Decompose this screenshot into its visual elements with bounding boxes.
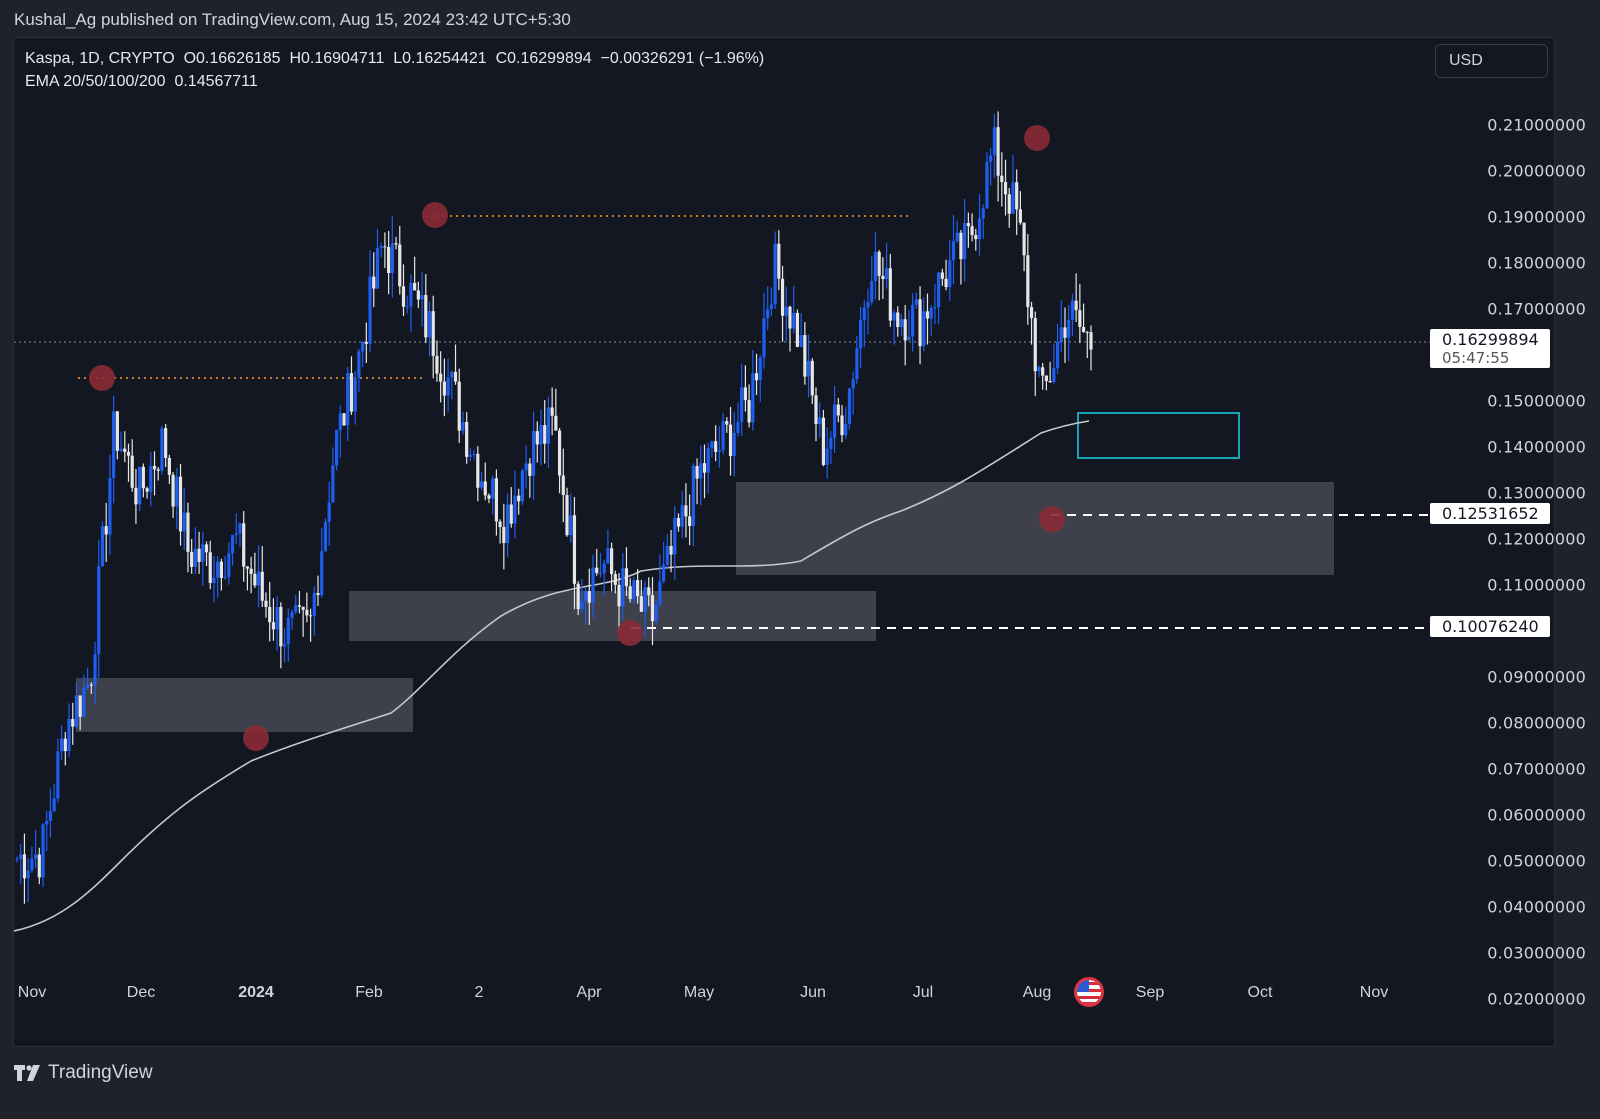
price-tick: 0.19000000 [1487, 207, 1586, 227]
price-tick: 0.09000000 [1487, 667, 1586, 687]
price-tick: 0.04000000 [1487, 897, 1586, 917]
price-tick: 0.15000000 [1487, 391, 1586, 411]
last-price-value: 0.16299894 [1442, 330, 1539, 349]
price-tick: 0.14000000 [1487, 437, 1586, 457]
time-tick: Sep [1135, 984, 1165, 1001]
symbol-ohlc-legend[interactable]: Kaspa, 1D, CRYPTO O0.16626185 H0.1690471… [25, 50, 765, 67]
publisher-line: Kushal_Ag published on TradingView.com, … [14, 10, 571, 29]
price-tick: 0.17000000 [1487, 299, 1586, 319]
time-tick: Jun [800, 984, 826, 1001]
brand-name: TradingView [48, 1062, 153, 1083]
time-tick: Feb [355, 984, 383, 1001]
demand-zone-1[interactable] [76, 678, 413, 732]
last-price-tag[interactable]: 0.16299894 05:47:55 [1430, 329, 1550, 368]
chart-pane[interactable]: Kaspa, 1D, CRYPTO O0.16626185 H0.1690471… [13, 37, 1555, 1047]
price-tick: 0.08000000 [1487, 713, 1586, 733]
price-tick: 0.07000000 [1487, 759, 1586, 779]
price-tick: 0.05000000 [1487, 851, 1586, 871]
tradingview-logo-icon [14, 1065, 40, 1081]
level-price-tag-2[interactable]: 0.10076240 [1430, 616, 1550, 637]
pivot-marker [1039, 506, 1065, 532]
us-economic-event-flag-icon[interactable] [1074, 977, 1104, 1007]
pivot-marker [243, 725, 269, 751]
ema-legend[interactable]: EMA 20/50/100/200 0.14567711 [25, 73, 258, 90]
price-tick: 0.06000000 [1487, 805, 1586, 825]
time-tick: May [683, 984, 715, 1001]
time-tick: Jul [912, 984, 934, 1001]
price-tick: 0.02000000 [1487, 989, 1586, 1009]
level-price-tag-1[interactable]: 0.12531652 [1430, 503, 1550, 524]
bar-countdown: 05:47:55 [1442, 349, 1510, 367]
time-tick-year: 2024 [238, 984, 274, 1001]
demand-zone-2[interactable] [349, 591, 876, 641]
pivot-marker [89, 365, 115, 391]
price-tick: 0.20000000 [1487, 161, 1586, 181]
candlestick-series[interactable] [15, 111, 1093, 904]
target-box[interactable] [1077, 412, 1240, 459]
time-tick: Dec [126, 984, 156, 1001]
price-chart-canvas[interactable] [14, 38, 1555, 1047]
price-tick: 0.12000000 [1487, 529, 1586, 549]
price-tick: 0.11000000 [1487, 575, 1586, 595]
price-tick: 0.03000000 [1487, 943, 1586, 963]
time-tick: Apr [576, 984, 602, 1001]
demand-zone-3[interactable] [736, 482, 1334, 575]
time-tick: Nov [1359, 984, 1389, 1001]
price-tick: 0.21000000 [1487, 115, 1586, 135]
time-tick: 2 [474, 984, 484, 1001]
pivot-marker [422, 202, 448, 228]
ema-line[interactable] [14, 420, 1090, 932]
pivot-marker [1024, 125, 1050, 151]
price-tick: 0.13000000 [1487, 483, 1586, 503]
time-tick: Aug [1022, 984, 1052, 1001]
time-tick: Oct [1247, 984, 1273, 1001]
price-tick: 0.18000000 [1487, 253, 1586, 273]
footer-brand[interactable]: TradingView [14, 1062, 153, 1084]
pivot-marker [617, 620, 643, 646]
currency-button[interactable]: USD [1435, 44, 1548, 78]
time-tick: Nov [17, 984, 47, 1001]
